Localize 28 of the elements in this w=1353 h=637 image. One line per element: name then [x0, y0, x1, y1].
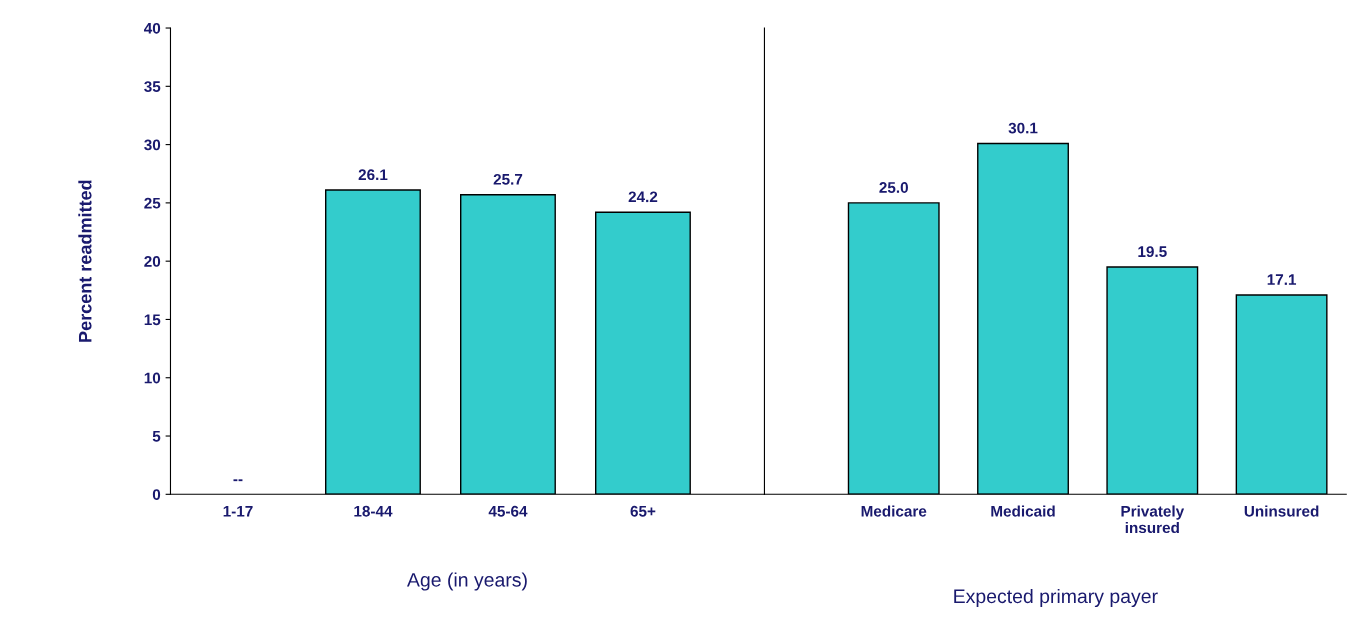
- y-tick-label: 5: [152, 431, 161, 442]
- x-tick-label: 45-64: [488, 505, 528, 517]
- data-label: 25.0: [879, 182, 908, 193]
- x-tick-label: 1-17: [223, 505, 253, 517]
- y-tick-label: 35: [144, 81, 161, 93]
- y-tick-label: 40: [144, 22, 161, 34]
- y-tick-label: 20: [144, 256, 161, 267]
- x-tick-label: Medicaid: [991, 505, 1055, 517]
- x-tick-label: 65+: [630, 505, 656, 517]
- data-label: 30.1: [1008, 122, 1038, 134]
- text: --: [233, 479, 243, 482]
- y-axis-title: Percent readmitted: [78, 180, 92, 342]
- y-tick-label: 0: [152, 489, 161, 500]
- x-tick-label: 18-44: [354, 505, 393, 517]
- y-tick-label: 15: [144, 314, 161, 326]
- data-label: 24.2: [628, 191, 658, 203]
- x-axis-title: Expected primary payer: [954, 588, 1158, 608]
- data-label: 26.1: [358, 169, 388, 181]
- data-label: 19.5: [1138, 246, 1167, 258]
- y-tick-label: 25: [144, 197, 161, 209]
- x-axis-title: Age (in years): [406, 572, 527, 591]
- x-tick-label: Privately insured: [1121, 505, 1185, 534]
- y-tick-label: 10: [144, 372, 161, 384]
- y-tick-label: 30: [144, 139, 161, 151]
- x-tick-label: Medicare: [861, 505, 927, 517]
- x-tick-label: Uninsured: [1244, 505, 1319, 517]
- data-label: 17.1: [1267, 274, 1297, 285]
- data-label: 25.7: [493, 173, 523, 185]
